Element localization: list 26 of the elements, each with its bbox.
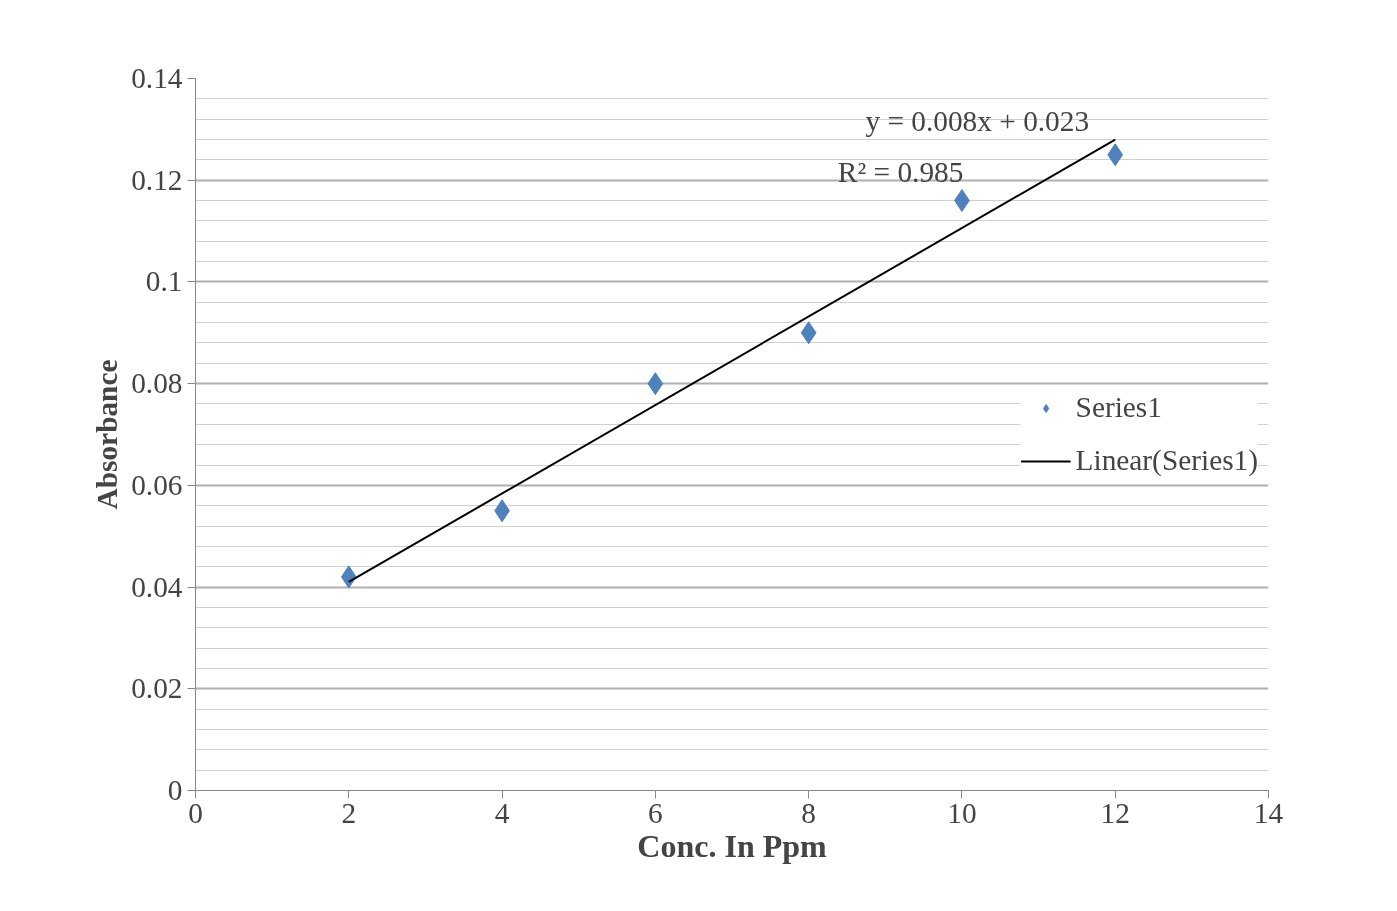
x-tick-label: 4 bbox=[494, 796, 510, 829]
x-tick-label: 6 bbox=[648, 796, 663, 829]
y-tick-label: 0.02 bbox=[131, 672, 183, 705]
x-tick-label: 2 bbox=[341, 796, 357, 829]
legend-label: Linear(Series1) bbox=[1075, 444, 1258, 477]
y-tick-label: 0.08 bbox=[131, 367, 183, 400]
x-axis-title: Conc. In Ppm bbox=[637, 827, 828, 864]
x-tick-label: 14 bbox=[1253, 796, 1284, 829]
x-tick-label: 0 bbox=[188, 796, 203, 829]
y-tick-label: 0.1 bbox=[145, 265, 183, 298]
x-tick-label: 12 bbox=[1100, 796, 1130, 829]
point bbox=[1107, 143, 1124, 167]
x-tick-label: 10 bbox=[947, 796, 977, 829]
point bbox=[340, 565, 357, 589]
point bbox=[800, 321, 817, 345]
y-tick-label: 0.14 bbox=[131, 62, 183, 94]
annotation: y = 0.008x + 0.023 bbox=[865, 104, 1090, 137]
point bbox=[647, 372, 664, 396]
y-tick-label: 0.04 bbox=[131, 570, 183, 603]
x-tick-label: 8 bbox=[801, 796, 816, 829]
y-axis-title: Absorbance bbox=[91, 359, 124, 510]
annotation: R² = 0.985 bbox=[837, 155, 964, 188]
y-tick-label: 0.06 bbox=[131, 468, 183, 501]
y-tick-label: 0 bbox=[167, 774, 183, 806]
legend-label: Series1 bbox=[1075, 391, 1162, 424]
y-tick-label: 0.12 bbox=[131, 163, 183, 196]
